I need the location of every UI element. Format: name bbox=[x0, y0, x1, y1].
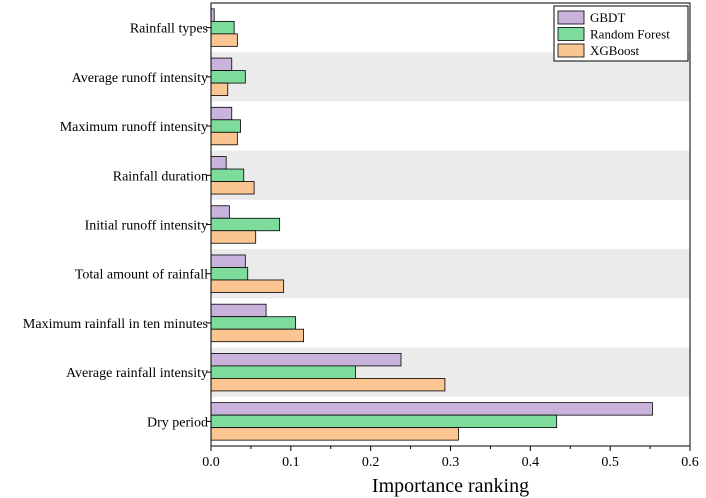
x-tick-label: 0.1 bbox=[282, 455, 300, 470]
category-label: Average runoff intensity bbox=[72, 71, 208, 86]
x-tick-label: 0.6 bbox=[681, 455, 699, 470]
bar-random-forest bbox=[210, 168, 245, 182]
category-label: Rainfall duration bbox=[113, 169, 208, 184]
x-tick-label: 0.0 bbox=[202, 455, 220, 470]
category-label: Maximum rainfall in ten minutes bbox=[23, 317, 208, 332]
bar-gbdt bbox=[210, 57, 233, 71]
category-label: Average rainfall intensity bbox=[66, 366, 208, 381]
bar-xgboost bbox=[210, 230, 257, 244]
bar-random-forest bbox=[210, 217, 281, 232]
x-tick-label: 0.4 bbox=[522, 455, 540, 470]
grid-band bbox=[211, 249, 690, 299]
bar-xgboost bbox=[210, 427, 459, 441]
grid-band bbox=[211, 150, 690, 200]
x-tick-label: 0.5 bbox=[601, 455, 619, 470]
bar-random-forest bbox=[210, 20, 235, 35]
bar-random-forest bbox=[210, 414, 558, 429]
bar-random-forest bbox=[210, 70, 246, 84]
bar-xgboost bbox=[210, 279, 285, 293]
bar-gbdt bbox=[210, 402, 653, 416]
bar-xgboost bbox=[210, 82, 229, 96]
category-label: Maximum runoff intensity bbox=[60, 120, 208, 135]
legend-label: XGBoost bbox=[590, 43, 640, 58]
y-category-labels: Rainfall types Average runoff intensity Ma… bbox=[23, 22, 211, 430]
legend-label: Random Forest bbox=[590, 27, 670, 42]
legend-swatch bbox=[557, 10, 585, 25]
bar-random-forest bbox=[210, 119, 241, 133]
bar-random-forest bbox=[210, 316, 297, 330]
category-label: Rainfall types bbox=[130, 22, 208, 37]
legend-swatch bbox=[557, 43, 585, 58]
bar-gbdt bbox=[210, 106, 233, 121]
legend-label: GBDT bbox=[590, 10, 625, 25]
bar-xgboost bbox=[210, 131, 238, 146]
category-label: Dry period bbox=[147, 415, 208, 430]
x-tick-label: 0.2 bbox=[362, 455, 380, 470]
bar-xgboost bbox=[210, 378, 446, 392]
bar-gbdt bbox=[210, 254, 246, 268]
legend-swatch bbox=[557, 27, 585, 41]
x-ticks: 0.0 0.1 0.2 0.3 0.4 0.5 0.6 bbox=[202, 446, 699, 470]
bar-xgboost bbox=[210, 33, 238, 47]
bar-xgboost bbox=[210, 328, 305, 343]
bar-random-forest bbox=[210, 365, 356, 379]
bar-xgboost bbox=[210, 181, 255, 195]
bar-gbdt bbox=[210, 353, 402, 367]
bars bbox=[210, 8, 653, 441]
bar-gbdt bbox=[210, 205, 230, 219]
category-label: Initial runoff intensity bbox=[85, 219, 208, 234]
x-tick-label: 0.3 bbox=[442, 455, 460, 470]
bar-gbdt bbox=[210, 303, 267, 318]
bar-random-forest bbox=[210, 267, 249, 281]
grid-bands bbox=[211, 52, 690, 397]
bar-gbdt bbox=[210, 156, 227, 170]
category-label: Total amount of rainfall bbox=[75, 268, 208, 283]
x-axis-title: Importance ranking bbox=[372, 475, 529, 497]
